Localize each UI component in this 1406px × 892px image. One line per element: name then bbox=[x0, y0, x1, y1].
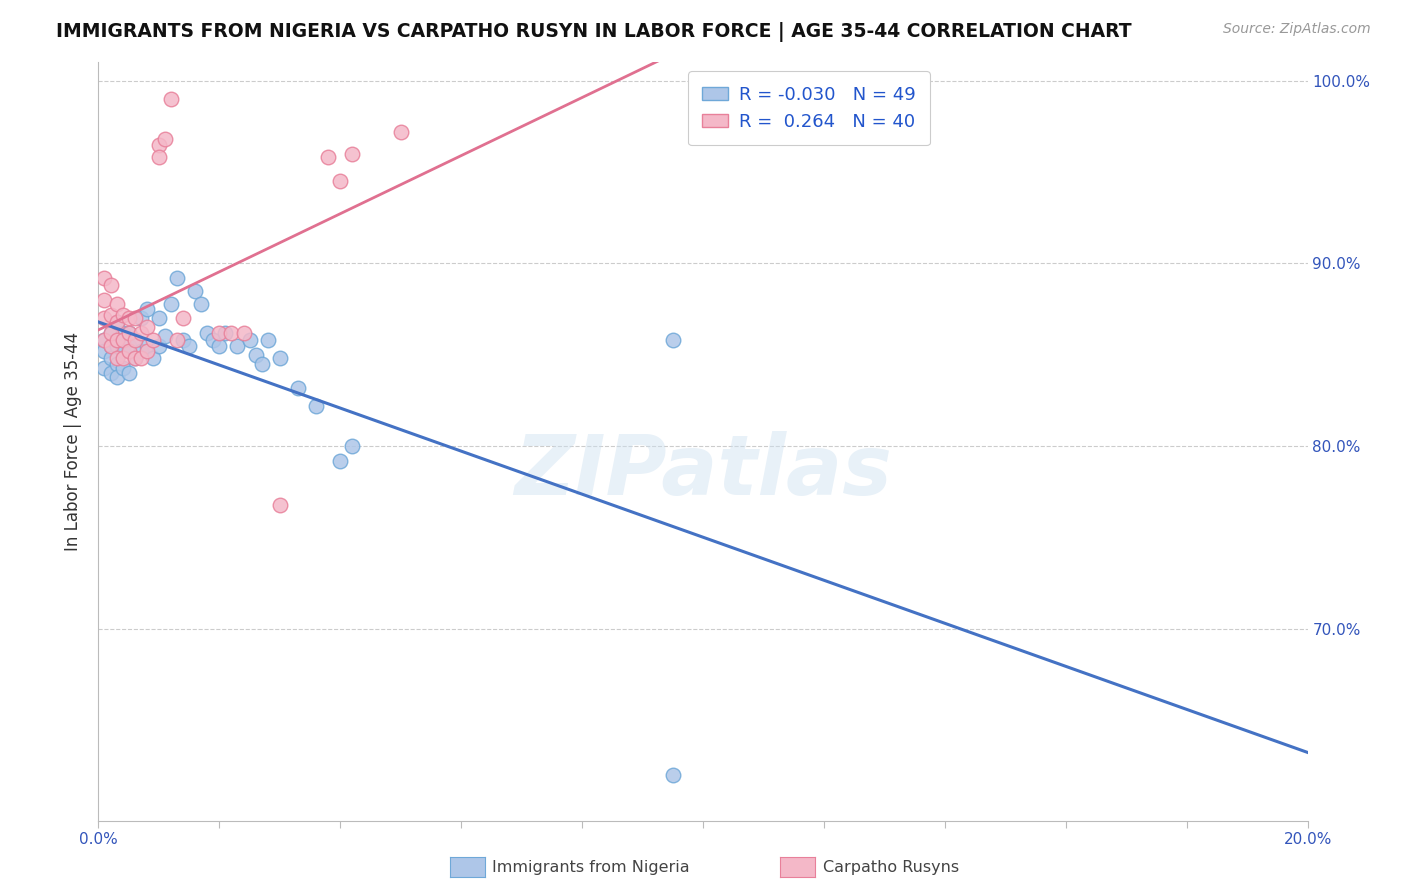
Point bbox=[305, 399, 328, 413]
Point bbox=[166, 333, 188, 347]
Point bbox=[111, 326, 134, 340]
Text: ZIPatlas: ZIPatlas bbox=[515, 432, 891, 512]
Point bbox=[221, 326, 243, 340]
Point bbox=[124, 311, 146, 326]
Point bbox=[184, 284, 207, 298]
Point bbox=[135, 344, 157, 359]
Point bbox=[148, 311, 170, 326]
Point bbox=[148, 151, 170, 165]
Point bbox=[111, 360, 134, 375]
Point bbox=[111, 344, 134, 359]
Point bbox=[105, 351, 128, 366]
Point bbox=[172, 311, 194, 326]
Point bbox=[214, 326, 236, 340]
Point bbox=[148, 137, 170, 152]
Point bbox=[118, 326, 141, 340]
Point bbox=[172, 333, 194, 347]
Point bbox=[93, 360, 115, 375]
Point bbox=[135, 320, 157, 334]
Point bbox=[111, 351, 134, 366]
Point bbox=[105, 369, 128, 384]
Point bbox=[287, 381, 309, 395]
Point bbox=[135, 338, 157, 352]
Point bbox=[100, 351, 122, 366]
Point bbox=[100, 278, 122, 293]
Point bbox=[118, 326, 141, 340]
Point bbox=[269, 351, 291, 366]
Point bbox=[129, 311, 152, 326]
Point bbox=[118, 311, 141, 326]
Point bbox=[135, 302, 157, 317]
Point bbox=[179, 338, 201, 352]
Point bbox=[661, 333, 683, 347]
Point bbox=[111, 308, 134, 322]
Text: Source: ZipAtlas.com: Source: ZipAtlas.com bbox=[1223, 22, 1371, 37]
Text: Immigrants from Nigeria: Immigrants from Nigeria bbox=[492, 860, 690, 874]
Point bbox=[256, 333, 278, 347]
Point bbox=[118, 344, 141, 359]
Point bbox=[124, 333, 146, 347]
Text: Carpatho Rusyns: Carpatho Rusyns bbox=[823, 860, 959, 874]
Point bbox=[100, 366, 122, 380]
Point bbox=[142, 333, 165, 347]
Point bbox=[129, 351, 152, 366]
Point bbox=[93, 344, 115, 359]
Y-axis label: In Labor Force | Age 35-44: In Labor Force | Age 35-44 bbox=[65, 332, 83, 551]
Point bbox=[160, 92, 183, 106]
Point bbox=[239, 333, 262, 347]
Point bbox=[93, 311, 115, 326]
Point bbox=[166, 271, 188, 285]
Point bbox=[93, 333, 115, 347]
Point bbox=[245, 348, 267, 362]
Point bbox=[202, 333, 225, 347]
Point bbox=[100, 326, 122, 340]
Point bbox=[105, 357, 128, 371]
Point bbox=[105, 338, 128, 352]
Point bbox=[208, 326, 231, 340]
Point bbox=[100, 308, 122, 322]
Point bbox=[93, 293, 115, 307]
Point bbox=[153, 132, 176, 146]
Point bbox=[160, 296, 183, 310]
Point bbox=[342, 146, 364, 161]
Point bbox=[105, 296, 128, 310]
Point bbox=[100, 326, 122, 340]
Point bbox=[329, 174, 352, 188]
Point bbox=[124, 333, 146, 347]
Point bbox=[661, 768, 683, 782]
Point bbox=[100, 338, 122, 352]
Point bbox=[93, 271, 115, 285]
Point bbox=[118, 366, 141, 380]
Legend: R = -0.030   N = 49, R =  0.264   N = 40: R = -0.030 N = 49, R = 0.264 N = 40 bbox=[688, 71, 929, 145]
Point bbox=[153, 329, 176, 343]
Point bbox=[232, 326, 254, 340]
Point bbox=[342, 439, 364, 453]
Point bbox=[142, 351, 165, 366]
Point bbox=[118, 338, 141, 352]
Text: IMMIGRANTS FROM NIGERIA VS CARPATHO RUSYN IN LABOR FORCE | AGE 35-44 CORRELATION: IMMIGRANTS FROM NIGERIA VS CARPATHO RUSY… bbox=[56, 22, 1132, 42]
Point bbox=[148, 338, 170, 352]
Point bbox=[269, 498, 291, 512]
Point bbox=[105, 315, 128, 329]
Point bbox=[124, 351, 146, 366]
Point bbox=[105, 315, 128, 329]
Point bbox=[129, 344, 152, 359]
Point bbox=[250, 357, 273, 371]
Point bbox=[105, 333, 128, 347]
Point bbox=[93, 333, 115, 347]
Point bbox=[329, 454, 352, 468]
Point bbox=[226, 338, 249, 352]
Point bbox=[124, 351, 146, 366]
Point bbox=[190, 296, 212, 310]
Point bbox=[129, 326, 152, 340]
Point bbox=[195, 326, 218, 340]
Point bbox=[100, 338, 122, 352]
Point bbox=[316, 151, 339, 165]
Point bbox=[208, 338, 231, 352]
Point bbox=[111, 333, 134, 347]
Point bbox=[389, 125, 412, 139]
